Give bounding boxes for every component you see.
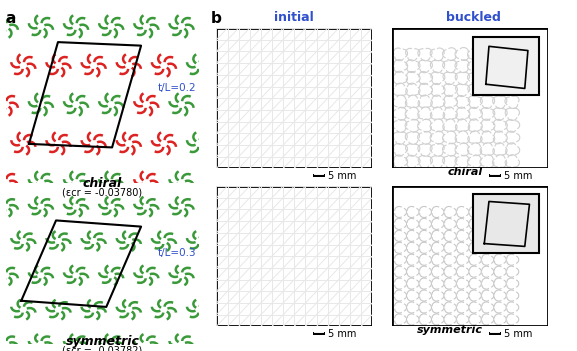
Text: chiral: chiral bbox=[448, 167, 483, 177]
Text: 5 mm: 5 mm bbox=[504, 329, 533, 339]
Text: t/L=0.2: t/L=0.2 bbox=[158, 83, 196, 93]
Bar bbox=[473, 37, 539, 95]
Text: 5 mm: 5 mm bbox=[328, 171, 357, 181]
Bar bbox=[473, 194, 539, 253]
Text: (εcr = -0.03782): (εcr = -0.03782) bbox=[62, 346, 143, 351]
Text: b: b bbox=[211, 11, 222, 26]
Text: 5 mm: 5 mm bbox=[328, 329, 357, 339]
Text: 5 mm: 5 mm bbox=[504, 171, 533, 181]
Text: symmetric: symmetric bbox=[417, 325, 483, 335]
Text: symmetric: symmetric bbox=[65, 335, 140, 348]
Text: initial: initial bbox=[275, 11, 314, 24]
Text: chiral: chiral bbox=[83, 177, 122, 190]
Text: a: a bbox=[6, 11, 16, 26]
Text: (εcr = -0.03780): (εcr = -0.03780) bbox=[62, 188, 143, 198]
Text: t/L=0.3: t/L=0.3 bbox=[158, 248, 196, 258]
Text: buckled: buckled bbox=[445, 11, 501, 24]
